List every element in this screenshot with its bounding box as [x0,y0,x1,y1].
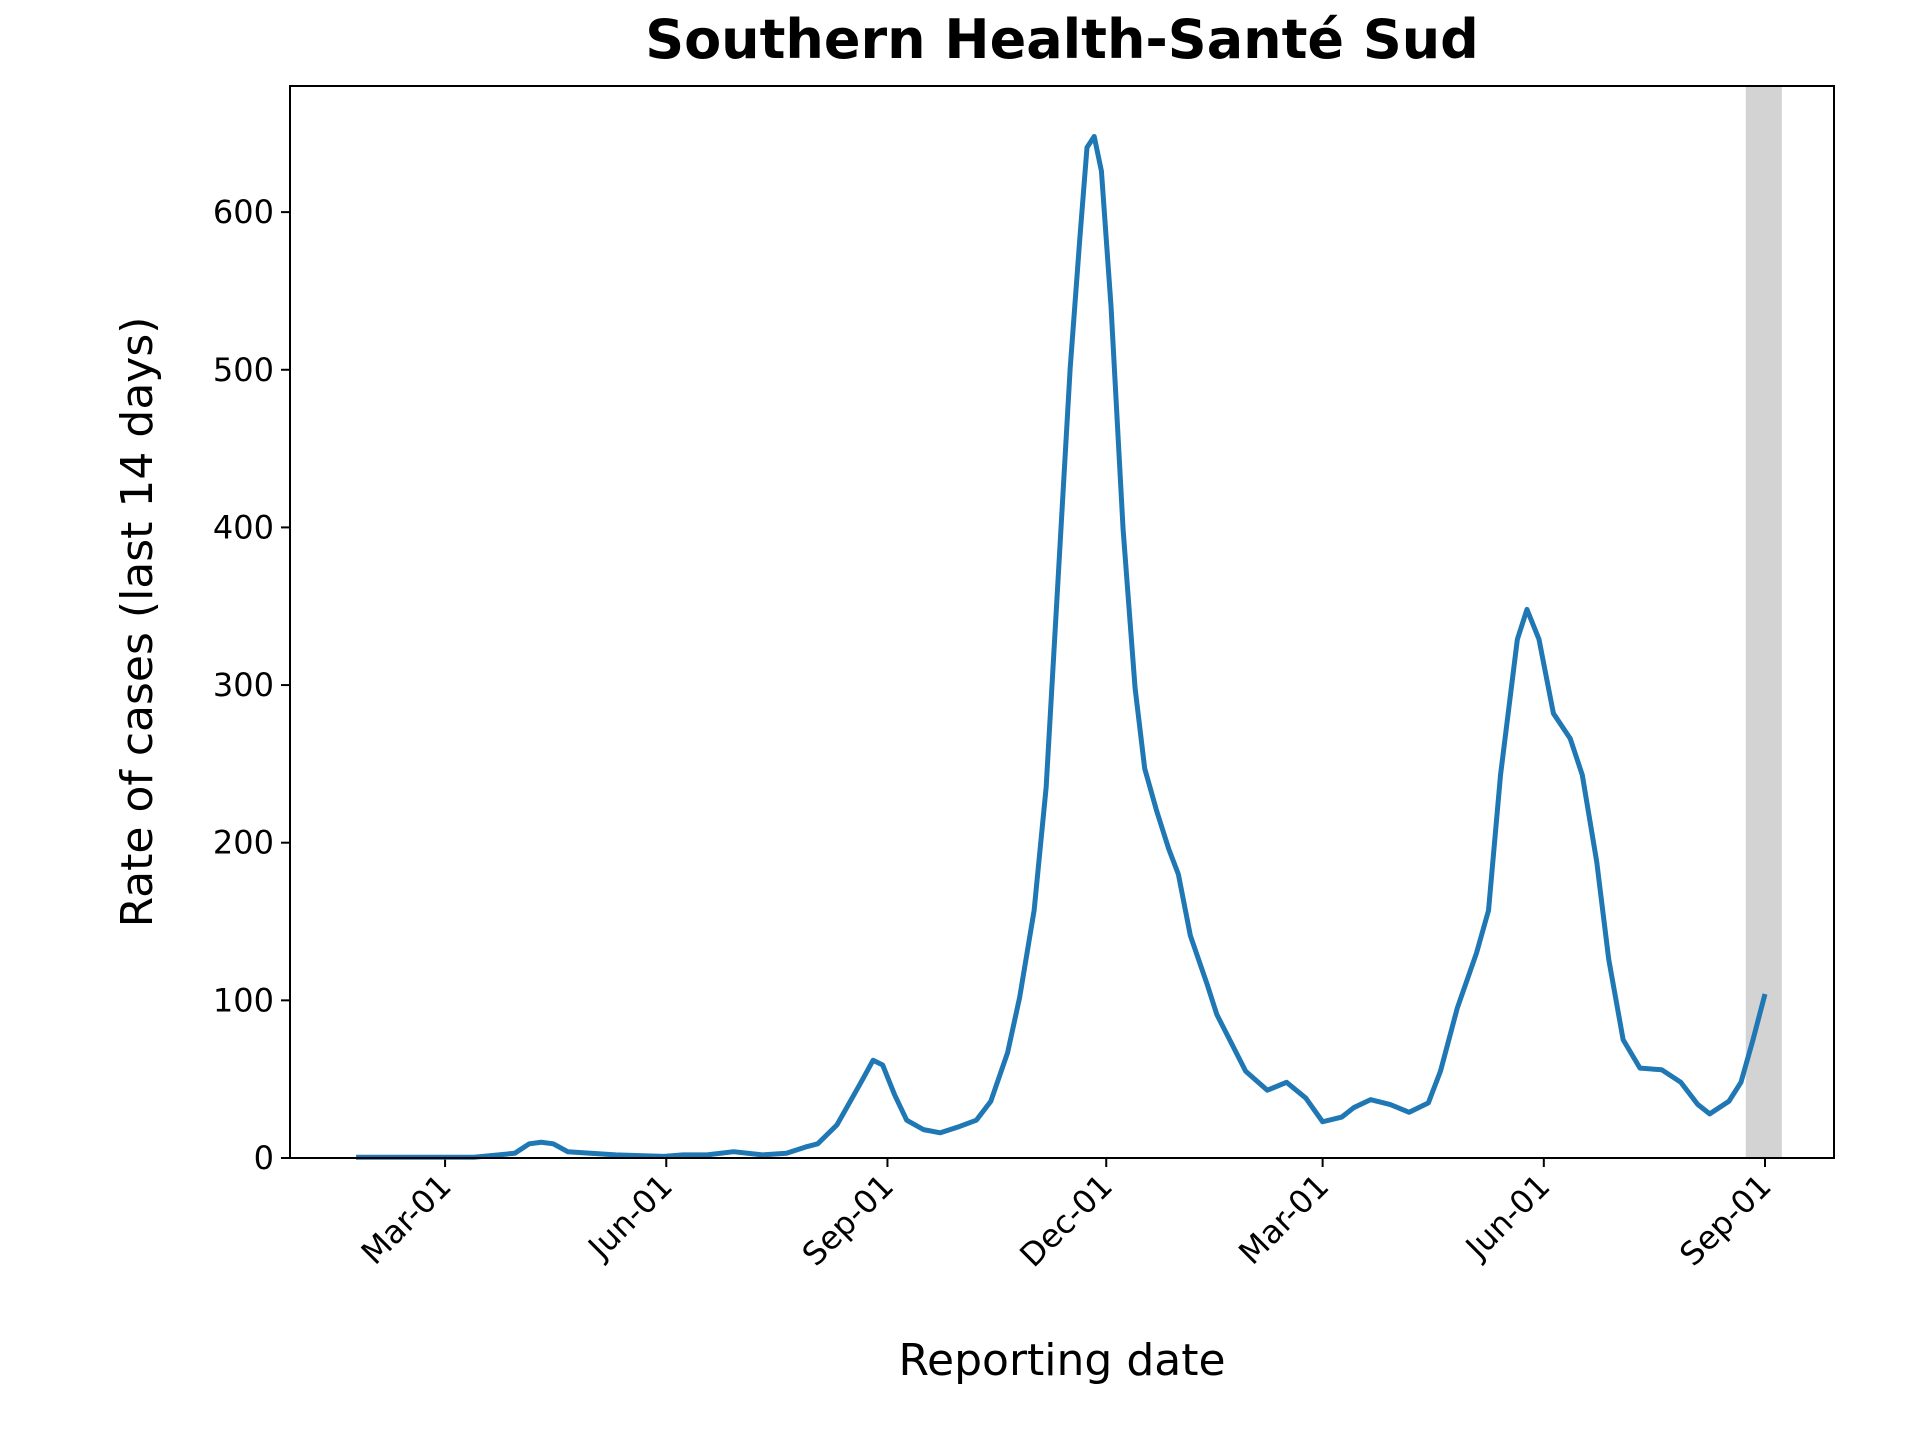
y-tick-label: 0 [254,1139,274,1177]
y-tick-label: 100 [213,981,274,1019]
y-axis-label: Rate of cases (last 14 days) [112,317,163,928]
chart-title: Southern Health-Santé Sud [645,8,1479,71]
x-tick-label: Mar-01 [354,1167,459,1272]
y-tick-label: 400 [213,508,274,546]
y-tick-label: 500 [213,351,274,389]
x-tick-label: Dec-01 [1012,1167,1120,1275]
y-tick-label: 200 [213,824,274,862]
data-line [356,133,1768,1160]
y-tick-label: 300 [213,666,274,704]
x-tick-label: Jun-01 [579,1167,680,1268]
x-tick-label: Sep-01 [1672,1167,1778,1273]
x-tick-label: Sep-01 [795,1167,901,1273]
plot-frame [289,85,1835,1159]
x-tick-label: Mar-01 [1231,1167,1336,1272]
x-axis-label: Reporting date [898,1335,1225,1386]
shaded-span [1745,86,1782,1158]
x-tick-label: Jun-01 [1457,1167,1558,1268]
y-tick-label: 600 [213,193,274,231]
